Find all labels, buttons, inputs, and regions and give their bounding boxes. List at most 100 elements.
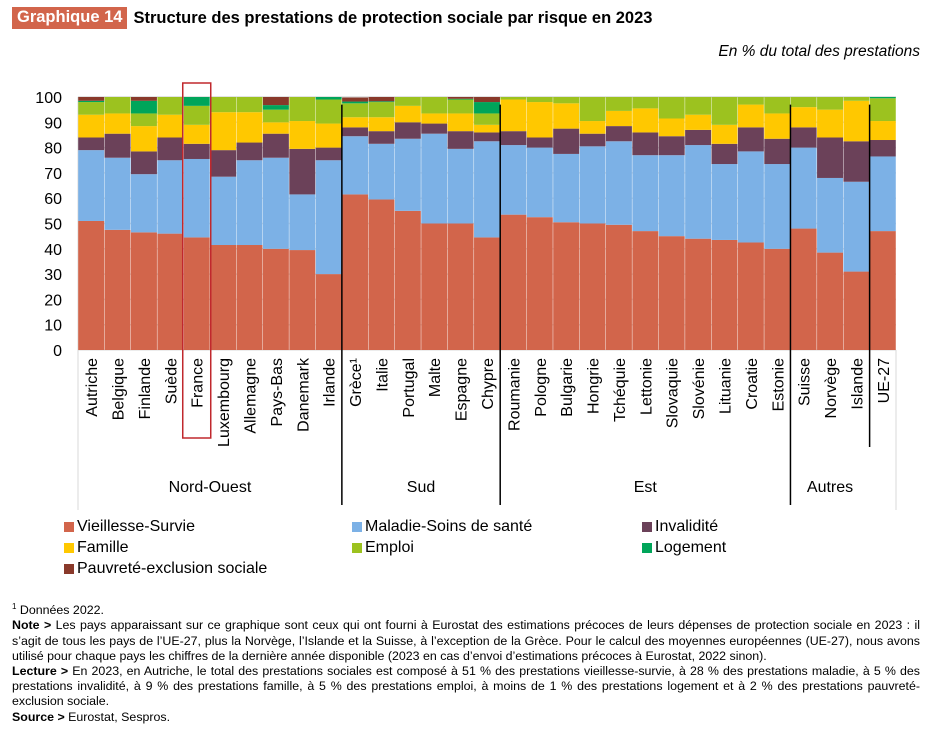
bar-segment: [394, 138, 421, 211]
bar-segment: [315, 123, 342, 148]
bar-segment: [447, 131, 474, 149]
bar-segment: [817, 109, 844, 138]
legend-item-pauvrete: Pauvreté-exclusion sociale: [64, 560, 267, 578]
bar-segment: [843, 100, 870, 142]
bar-segment: [78, 97, 105, 101]
bar-segment: [632, 231, 659, 350]
bar-segment: [447, 99, 474, 114]
bar-segment: [737, 242, 764, 350]
lecture-text: En 2023, en Autriche, le total des prest…: [12, 663, 920, 709]
bar-segment: [500, 99, 527, 132]
bar-segment: [421, 97, 448, 114]
x-tick-label: Belgique: [111, 358, 128, 420]
bar-segment: [183, 124, 210, 144]
bar-segment: [605, 126, 632, 142]
bar-segment: [368, 131, 395, 144]
bar-segment: [632, 132, 659, 156]
bar-segment: [342, 117, 369, 128]
bar-segment: [130, 126, 157, 152]
x-tick-label: France: [190, 358, 207, 408]
bar-segment: [289, 148, 316, 195]
bar-segment: [315, 99, 342, 124]
bar-segment: [394, 122, 421, 139]
bar-segment: [632, 155, 659, 232]
legend-swatch: [642, 522, 652, 532]
bar-segment: [605, 141, 632, 225]
x-tick-label: Allemagne: [243, 358, 260, 434]
bar-segment: [447, 97, 474, 99]
bar-segment: [553, 97, 580, 104]
bar-segment: [289, 121, 316, 149]
x-tick-label: Pologne: [533, 358, 550, 417]
x-tick-label: Slovénie: [691, 358, 708, 419]
bar-segment: [605, 110, 632, 127]
bar-segment: [78, 150, 105, 221]
bar-segment: [553, 103, 580, 129]
bar-segment: [790, 127, 817, 148]
y-tick-label: 30: [44, 267, 62, 284]
bar-segment: [104, 157, 131, 230]
bar-segment: [500, 214, 527, 350]
bar-segment: [632, 97, 659, 109]
legend-swatch: [642, 543, 652, 553]
bar-segment: [711, 97, 738, 125]
bar-segment: [421, 123, 448, 134]
group-label: Autres: [807, 479, 853, 496]
x-tick-label: Croatie: [744, 358, 761, 410]
chart-number-badge: Graphique 14: [12, 7, 128, 29]
bar-segment: [262, 122, 289, 134]
bar-segment: [711, 239, 738, 350]
france-highlight-box: [181, 82, 212, 439]
x-tick-label: Chypre: [480, 358, 497, 410]
bar-segment: [474, 102, 500, 114]
legend-item-famille: Famille: [64, 539, 129, 557]
bar-segment: [262, 105, 289, 110]
bar-segment: [342, 103, 369, 118]
x-tick-label: Pays-Bas: [269, 358, 286, 426]
stacked-bar-chart: 0 10 20 30 40 50 60 70 80 90 100 Autriche Belgique Fi…: [35, 82, 897, 510]
bar-segment: [368, 102, 395, 118]
chart-title: Structure des prestations de protection …: [133, 8, 653, 27]
bar-segment: [500, 131, 527, 146]
bar-segment: [315, 147, 342, 161]
bar-segment: [526, 97, 553, 103]
group-label: Nord-Ouest: [169, 479, 252, 496]
y-tick-label: 20: [44, 292, 62, 309]
bar-segment: [685, 145, 712, 239]
x-tick-label: Roumanie: [506, 358, 523, 431]
y-tick-label: 90: [44, 115, 62, 132]
bar-segment: [764, 138, 791, 165]
bar-segment: [342, 127, 369, 137]
chart-header: Graphique 14 Structure des prestations d…: [12, 7, 652, 29]
bar-segment: [553, 222, 580, 350]
bar-segment: [236, 142, 263, 161]
bar-segment: [526, 137, 553, 148]
bar-segment: [262, 248, 289, 350]
x-tick-label: UE-27: [876, 358, 893, 403]
bar-segment: [104, 133, 131, 158]
bar-segment: [368, 101, 395, 103]
bar-segment: [553, 153, 580, 223]
bar-segment: [500, 145, 527, 215]
bar-segment: [421, 133, 448, 224]
y-tick-label: 10: [44, 318, 62, 335]
bar-segment: [474, 113, 500, 125]
bar-segment: [130, 151, 157, 175]
legend-swatch: [64, 543, 74, 553]
y-tick-label: 80: [44, 141, 62, 158]
bar-segment: [869, 97, 896, 99]
bar-segment: [711, 143, 738, 165]
y-tick-label: 50: [44, 217, 62, 234]
bar-segment: [262, 133, 289, 158]
footnote-mark: 1: [12, 602, 17, 611]
bar-segment: [685, 97, 712, 115]
bar-segment: [130, 174, 157, 233]
x-tick-label: Islande: [849, 358, 866, 410]
footnote: 1 Données 2022.: [12, 599, 920, 618]
bar-segment: [78, 100, 105, 103]
unit-label: En % du total des prestations: [718, 43, 920, 60]
bar-segment: [368, 143, 395, 200]
bar-segment: [447, 98, 474, 100]
x-tick-label: Danemark: [295, 357, 312, 432]
bar-segment: [342, 136, 369, 195]
